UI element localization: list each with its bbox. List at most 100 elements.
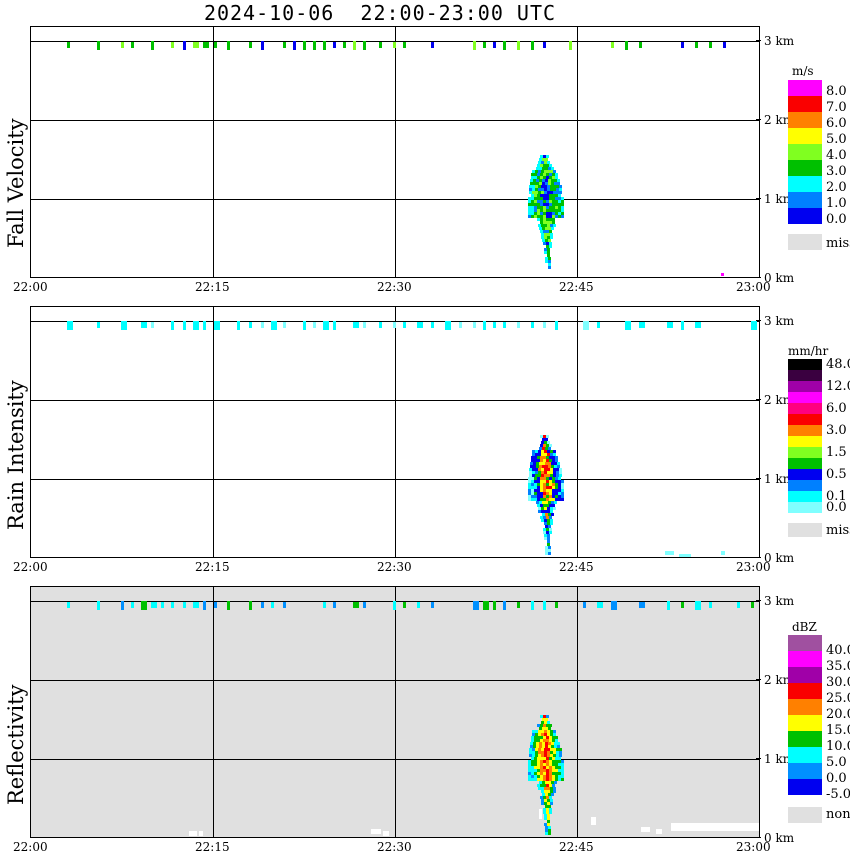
data-cell [540, 492, 543, 495]
data-cell [546, 772, 549, 775]
data-cell [553, 170, 556, 173]
colorbar-band [788, 425, 822, 436]
colorbar-level-label: 3.0 [826, 423, 847, 438]
data-cell [542, 742, 545, 745]
data-cell [544, 233, 547, 236]
colorbar-missing-label: miss [826, 523, 850, 538]
data-cell [544, 534, 547, 537]
data-cell [548, 832, 551, 835]
colorbar-level-label: 1.5 [826, 445, 847, 460]
data-cell [542, 745, 545, 748]
clutter-marker [183, 41, 186, 50]
data-cell [550, 510, 553, 513]
data-cell [531, 489, 534, 492]
colorbar-level-label: 20.0 [826, 707, 850, 722]
data-cell [544, 802, 547, 805]
clutter-marker [333, 602, 336, 608]
data-cell [548, 501, 551, 504]
data-cell [528, 498, 531, 501]
colorbar-level-label: 10.0 [826, 739, 850, 754]
data-cell [537, 492, 540, 495]
data-cell [545, 513, 548, 516]
data-cell [540, 784, 543, 787]
data-cell [544, 814, 547, 817]
data-cell [558, 477, 561, 480]
data-cell [546, 784, 549, 787]
clutter-marker [171, 42, 174, 48]
data-cell [536, 745, 539, 748]
data-cell [547, 751, 550, 754]
data-cell [545, 552, 548, 555]
data-cell [533, 742, 536, 745]
data-cell [542, 239, 545, 242]
clutter-marker [531, 41, 534, 50]
colorbar-band [788, 491, 822, 502]
data-cell [535, 188, 538, 191]
colorbar-bands-reflectivity: 40.035.030.025.020.015.010.05.00.0-5.0 no… [788, 635, 850, 823]
colorbar-band [788, 458, 822, 469]
data-cell [552, 221, 555, 224]
data-cell [540, 209, 543, 212]
data-cell [535, 733, 538, 736]
colorbar-band [788, 436, 822, 447]
xtick-fv-2215: 22:15 [195, 280, 230, 294]
clutter-marker [121, 42, 124, 48]
colorbar-level-label: 0.5 [826, 467, 847, 482]
data-cell [528, 206, 531, 209]
data-cell [538, 471, 541, 474]
clutter-marker [695, 322, 701, 328]
axis-label-reflectivity: Reflectivity [4, 684, 28, 805]
data-cell [531, 477, 534, 480]
data-cell [549, 808, 552, 811]
xtick-rf-2300: 23:00 [736, 840, 771, 854]
data-cell [537, 778, 540, 781]
data-cell [546, 766, 549, 769]
ytick-reflectivity-0km: 0 km [764, 831, 795, 845]
data-cell [552, 480, 555, 483]
data-cell [546, 206, 549, 209]
data-cell [539, 742, 542, 745]
data-cell [540, 215, 543, 218]
data-cell [545, 826, 548, 829]
data-cell [555, 778, 558, 781]
colorbar-band [788, 160, 822, 176]
clutter-marker [417, 322, 423, 328]
data-cell [540, 760, 543, 763]
ytick-fall-velocity-2km: 2 km [764, 113, 795, 127]
data-cell [547, 543, 550, 546]
data-cell [547, 471, 550, 474]
data-cell [532, 474, 535, 477]
data-cell [531, 206, 534, 209]
ytick-reflectivity-3km: 3 km [764, 594, 795, 608]
colorbar-level-label: 6.0 [826, 401, 847, 416]
data-cell [548, 260, 551, 263]
ytickmark-ri-0 [756, 557, 761, 558]
data-cell [546, 739, 549, 742]
colorbar-band [788, 731, 822, 747]
colorbar-level-label: 4.0 [826, 148, 847, 163]
data-cell [549, 203, 552, 206]
data-cell [552, 218, 555, 221]
data-cell [539, 745, 542, 748]
data-cell [548, 513, 551, 516]
data-cell [544, 721, 547, 724]
data-cell [531, 495, 534, 498]
data-cell [543, 489, 546, 492]
clutter-marker [723, 42, 726, 48]
vgridline-2215 [213, 307, 214, 557]
data-cell [547, 820, 550, 823]
data-cell [549, 176, 552, 179]
data-cell [530, 182, 533, 185]
colorbar-level-label: 5.0 [826, 132, 847, 147]
data-cell [543, 778, 546, 781]
clutter-marker [333, 321, 336, 330]
data-cell [549, 811, 552, 814]
data-cell [549, 769, 552, 772]
data-cell [529, 748, 532, 751]
data-cell [552, 194, 555, 197]
data-cell [547, 814, 550, 817]
data-cell [534, 492, 537, 495]
data-cell [535, 748, 538, 751]
data-cell [546, 489, 549, 492]
data-cell [541, 748, 544, 751]
